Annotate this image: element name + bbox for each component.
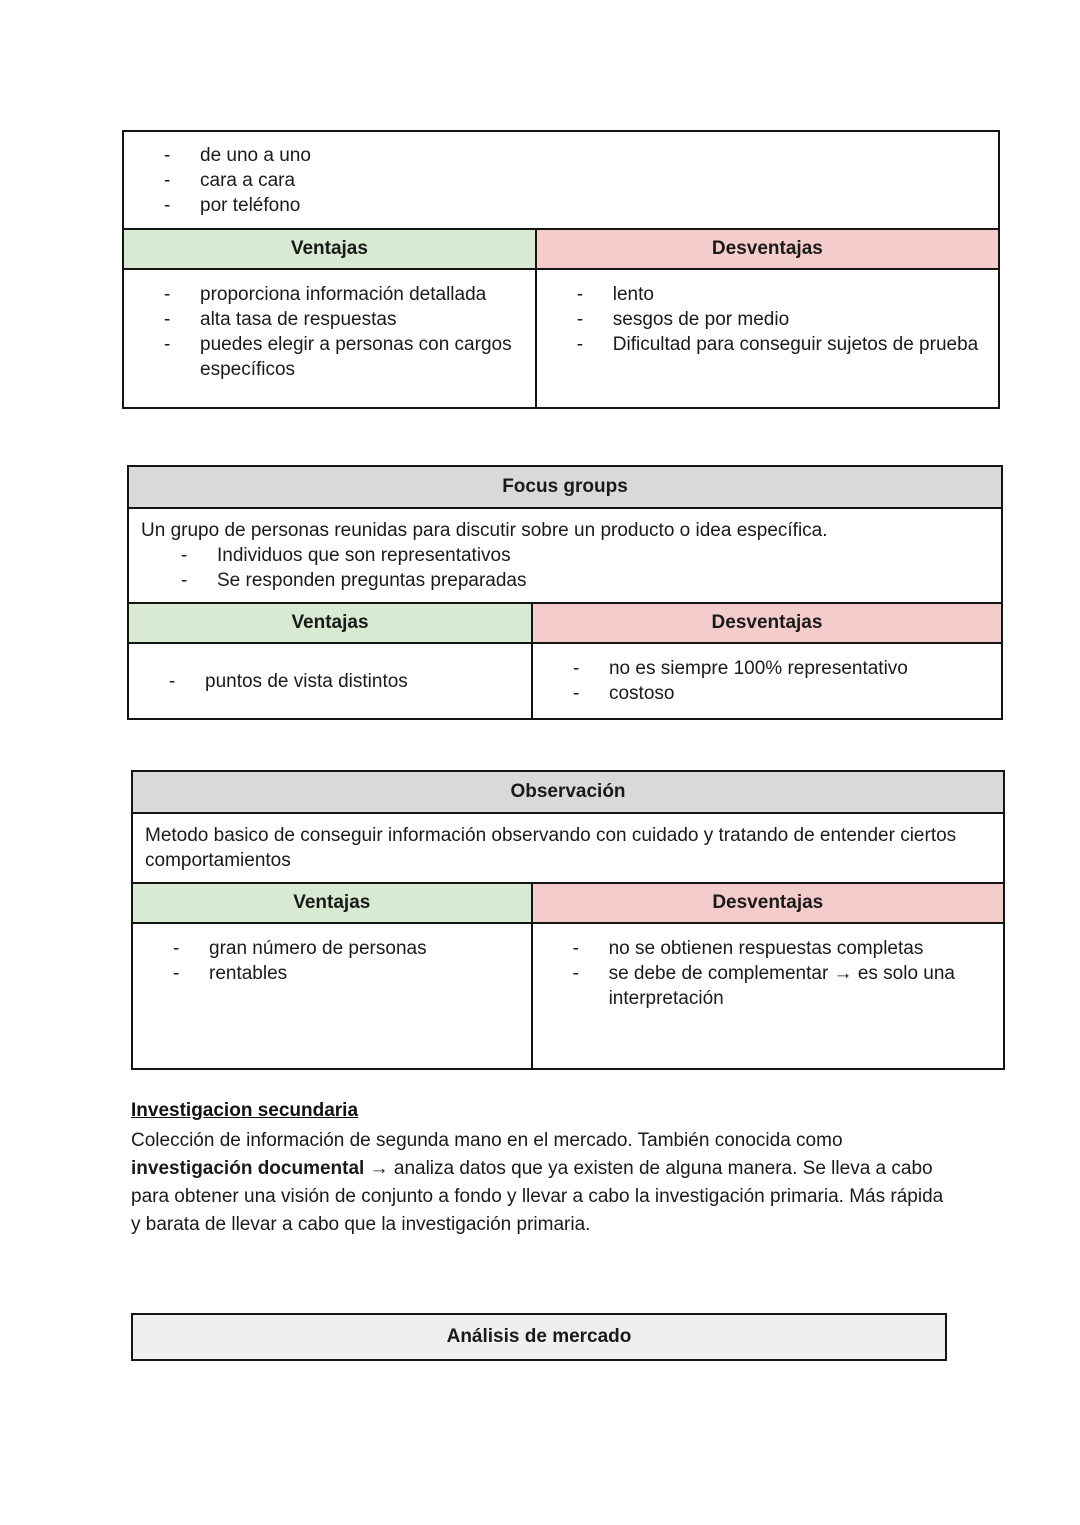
ventajas-list: puntos de vista distintos [129,669,521,694]
interview-body-row: proporciona información detallada alta t… [124,268,998,407]
paragraph-text: → analiza datos que ya existen de alguna… [131,1158,944,1235]
interview-table: de uno a uno cara a cara por teléfono Ve… [122,130,1000,409]
observation-description-cell: Metodo basico de conseguir información o… [133,812,1003,882]
desventajas-list: no es siempre 100% representativo costos… [533,656,991,706]
desventajas-list: lento sesgos de por medio Dificultad par… [537,282,988,357]
focus-groups-title-cell: Focus groups [129,467,1001,507]
list-item: no es siempre 100% representativo [533,656,991,681]
observation-description: Metodo basico de conseguir información o… [145,825,957,871]
desventajas-cell: lento sesgos de por medio Dificultad par… [534,270,998,407]
secondary-research-heading: Investigacion secundaria [131,1100,359,1121]
market-analysis-header-bar: Análisis de mercado [131,1313,947,1361]
list-item: sesgos de por medio [537,307,988,332]
observation-table: Observación Metodo basico de conseguir i… [131,770,1005,1070]
paragraph-text: Colección de información de segunda mano… [131,1130,843,1151]
ventajas-list: gran número de personas rentables [133,936,521,986]
interview-header-row: Ventajas Desventajas [124,228,998,268]
list-item: Se responden preguntas preparadas [141,568,989,593]
list-item: gran número de personas [133,936,521,961]
ventajas-cell: gran número de personas rentables [133,924,531,1068]
list-item: rentables [133,961,521,986]
desventajas-cell: no se obtienen respuestas completas se d… [530,924,1003,1068]
market-analysis-title: Análisis de mercado [446,1326,632,1347]
list-item: cara a cara [124,168,988,193]
list-item: puntos de vista distintos [129,669,521,694]
list-item: proporciona información detallada [124,282,525,307]
desventajas-header-cell: Desventajas [530,884,1003,922]
list-item: Dificultad para conseguir sujetos de pru… [537,332,988,357]
desventajas-list: no se obtienen respuestas completas se d… [533,936,993,1011]
list-item: Individuos que son representativos [141,543,989,568]
list-item: de uno a uno [124,143,988,168]
focus-groups-description: Un grupo de personas reunidas para discu… [141,520,828,541]
secondary-research-section: Investigacion secundaria Colección de in… [131,1100,953,1239]
observation-body-row: gran número de personas rentables no se … [133,922,1003,1068]
desventajas-header-cell: Desventajas [534,230,998,268]
list-item: no se obtienen respuestas completas [533,936,993,961]
secondary-research-paragraph: Colección de información de segunda mano… [131,1127,953,1239]
ventajas-list: proporciona información detallada alta t… [124,282,525,382]
focus-groups-table: Focus groups Un grupo de personas reunid… [127,465,1003,720]
ventajas-header-cell: Ventajas [133,884,531,922]
list-item: se debe de complementar → es solo una in… [533,961,993,1011]
ventajas-cell: proporciona información detallada alta t… [124,270,535,407]
list-item: lento [537,282,988,307]
paragraph-bold-text: investigación documental [131,1158,365,1179]
ventajas-header-cell: Ventajas [124,230,535,268]
list-item: costoso [533,681,991,706]
ventajas-cell: puntos de vista distintos [129,644,531,718]
observation-title-cell: Observación [133,772,1003,812]
interview-intro-cell: de uno a uno cara a cara por teléfono [124,132,998,228]
desventajas-header-cell: Desventajas [530,604,1001,642]
list-item: por teléfono [124,193,988,218]
ventajas-header-cell: Ventajas [129,604,531,642]
list-item: puedes elegir a personas con cargos espe… [124,332,525,382]
focus-groups-description-list: Individuos que son representativos Se re… [141,543,989,593]
focus-groups-header-row: Ventajas Desventajas [129,602,1001,642]
interview-intro-list: de uno a uno cara a cara por teléfono [124,143,988,218]
focus-groups-description-cell: Un grupo de personas reunidas para discu… [129,507,1001,602]
observation-header-row: Ventajas Desventajas [133,882,1003,922]
list-item: alta tasa de respuestas [124,307,525,332]
focus-groups-body-row: puntos de vista distintos no es siempre … [129,642,1001,718]
desventajas-cell: no es siempre 100% representativo costos… [530,644,1001,718]
